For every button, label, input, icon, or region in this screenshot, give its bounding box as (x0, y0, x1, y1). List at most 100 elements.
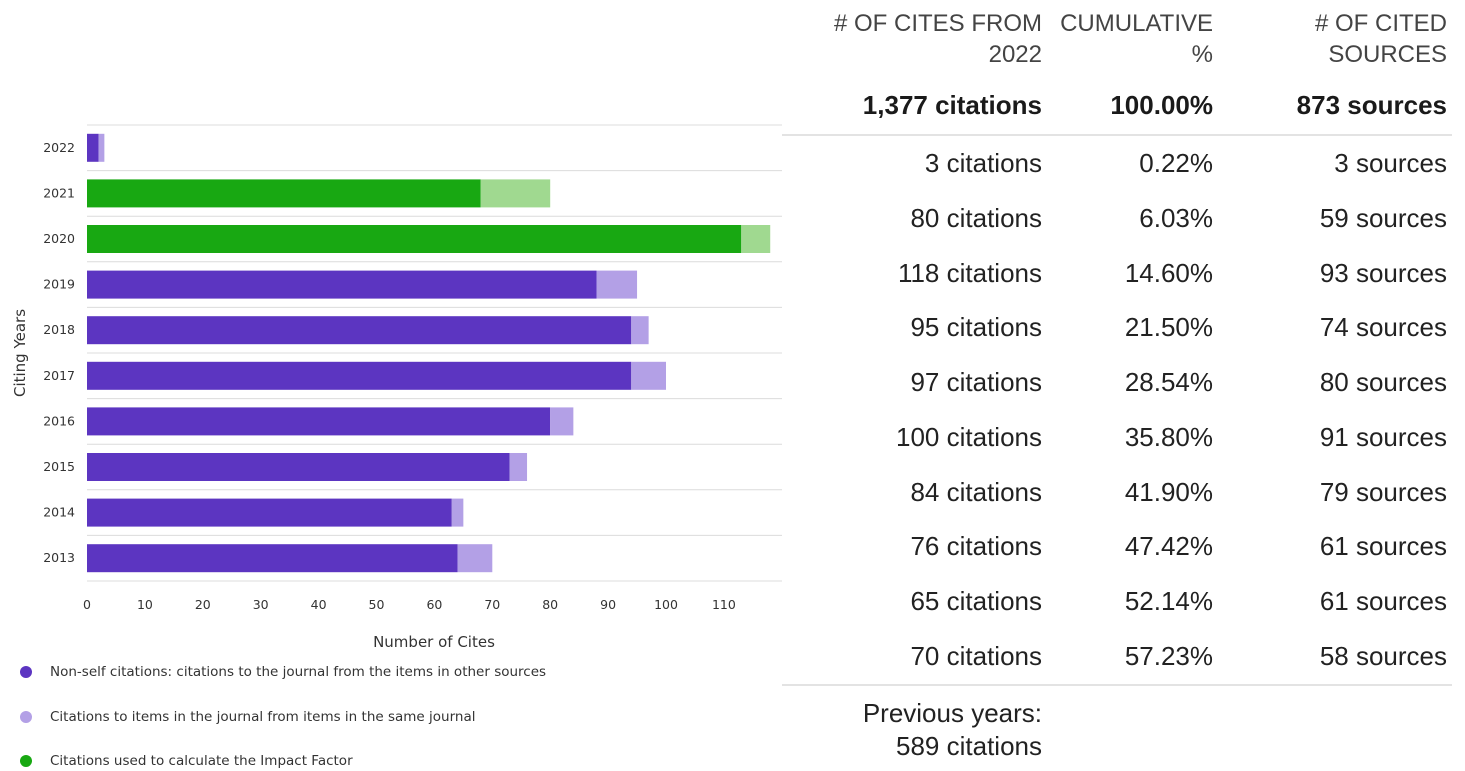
total-cumulative: 100.00% (1110, 90, 1213, 120)
bar-non-self (87, 361, 632, 390)
header-cites: # OF CITES FROM 2022 (790, 8, 1042, 70)
y-tick-label: 2014 (43, 505, 75, 520)
y-tick-label: 2021 (43, 185, 75, 200)
row-sources: 74 sources (1319, 312, 1447, 342)
bar-non-self (87, 453, 510, 481)
table-divider-bottom (782, 684, 1452, 686)
bar-non-self (87, 544, 458, 573)
bar-self (631, 316, 649, 345)
y-tick-label: 2022 (43, 140, 75, 155)
y-tick-label: 2019 (43, 277, 75, 292)
x-tick-label: 20 (195, 597, 211, 612)
row-sources: 58 sources (1319, 641, 1447, 671)
legend-item-non-self: Non-self citations: citations to the jou… (20, 664, 546, 680)
bar-non-self (87, 270, 597, 299)
row-sources: 79 sources (1319, 477, 1447, 507)
previous-years-label: Previous years: (862, 698, 1042, 728)
row-sources: 59 sources (1319, 203, 1447, 233)
header-sources: # OF CITED SOURCES (1250, 8, 1447, 70)
row-cumulative: 47.42% (1124, 531, 1213, 561)
legend-swatch-impact-factor (20, 755, 32, 767)
bar-self (480, 179, 551, 208)
bar-non-self (87, 179, 481, 208)
header-cites-line2: 2022 (988, 41, 1042, 68)
row-sources: 80 sources (1319, 367, 1447, 397)
x-tick-label: 70 (484, 597, 500, 612)
row-cites: 100 citations (896, 422, 1042, 452)
row-cites: 80 citations (910, 203, 1042, 233)
row-sources: 61 sources (1319, 531, 1447, 561)
row-cumulative: 14.60% (1124, 258, 1213, 288)
header-cumulative-line2: % (1191, 41, 1213, 68)
legend-swatch-non-self (20, 666, 32, 678)
row-cites: 3 citations (924, 148, 1042, 178)
row-cumulative: 28.54% (1124, 367, 1213, 397)
x-tick-label: 60 (426, 597, 442, 612)
header-cumulative: CUMULATIVE % (1050, 8, 1213, 70)
x-tick-label: 50 (369, 597, 385, 612)
bar-self (451, 498, 464, 527)
row-cumulative: 57.23% (1124, 641, 1213, 671)
row-sources: 61 sources (1319, 586, 1447, 616)
legend-label-non-self: Non-self citations: citations to the jou… (50, 664, 547, 680)
legend-swatch-self (20, 711, 32, 723)
y-tick-label: 2017 (43, 368, 75, 383)
previous-years: Previous years: 589 citations (790, 697, 1042, 763)
x-tick-label: 80 (542, 597, 558, 612)
total-sources: 873 sources (1296, 90, 1447, 120)
bar-non-self (87, 133, 99, 162)
x-axis-title: Number of Cites (373, 633, 495, 651)
y-tick-label: 2015 (43, 459, 75, 474)
bar-self (631, 361, 666, 390)
row-cumulative: 6.03% (1139, 203, 1213, 233)
bar-non-self (87, 225, 742, 253)
bar-non-self (87, 498, 452, 527)
bar-non-self (87, 316, 632, 345)
bar-self (596, 270, 638, 299)
x-tick-label: 0 (83, 597, 91, 612)
row-cumulative: 41.90% (1124, 477, 1213, 507)
header-sources-line1: # OF CITED (1314, 10, 1447, 37)
row-cumulative: 35.80% (1124, 422, 1213, 452)
y-axis-title: Citing Years (11, 309, 29, 397)
x-tick-label: 40 (311, 597, 327, 612)
y-tick-label: 2013 (43, 550, 75, 565)
header-sources-line2: SOURCES (1328, 41, 1447, 68)
total-cites: 1,377 citations (862, 90, 1042, 120)
legend-label-impact-factor: Citations used to calculate the Impact F… (50, 753, 353, 769)
y-tick-label: 2016 (43, 413, 75, 428)
y-tick-label: 2020 (43, 231, 75, 246)
y-tick-label: 2018 (43, 322, 75, 337)
bar-self (98, 133, 105, 162)
header-cites-line1: # OF CITES FROM (833, 10, 1042, 37)
citations-bar-chart: 2022 2021 2020 2019 2018 2017 2016 2015 2014 2013… (11, 124, 782, 651)
row-cites: 70 citations (910, 641, 1042, 671)
row-cites: 76 citations (910, 531, 1042, 561)
row-cites: 118 citations (897, 258, 1042, 288)
row-cites: 97 citations (910, 367, 1042, 397)
row-cites: 95 citations (910, 312, 1042, 342)
x-tick-label: 100 (654, 597, 678, 612)
row-cumulative: 0.22% (1139, 148, 1213, 178)
row-cites: 84 citations (910, 477, 1042, 507)
bar-self (509, 453, 528, 481)
row-cumulative: 21.50% (1124, 312, 1213, 342)
x-tick-label: 10 (137, 597, 153, 612)
x-tick-label: 90 (600, 597, 616, 612)
legend-label-self: Citations to items in the journal from i… (50, 709, 476, 725)
bar-non-self (87, 407, 551, 436)
row-sources: 3 sources (1334, 148, 1447, 178)
bar-self (741, 225, 771, 253)
legend-item-impact-factor: Citations used to calculate the Impact F… (20, 753, 353, 769)
row-cumulative: 52.14% (1124, 586, 1213, 616)
legend-item-self: Citations to items in the journal from i… (20, 709, 475, 725)
bar-self (457, 544, 493, 573)
row-cites: 65 citations (910, 586, 1042, 616)
x-tick-label: 110 (712, 597, 736, 612)
previous-years-value: 589 citations (896, 731, 1042, 761)
bar-self (550, 407, 574, 436)
header-cumulative-line1: CUMULATIVE (1060, 10, 1213, 37)
row-sources: 91 sources (1319, 422, 1447, 452)
x-tick-label: 30 (253, 597, 269, 612)
row-sources: 93 sources (1319, 258, 1447, 288)
